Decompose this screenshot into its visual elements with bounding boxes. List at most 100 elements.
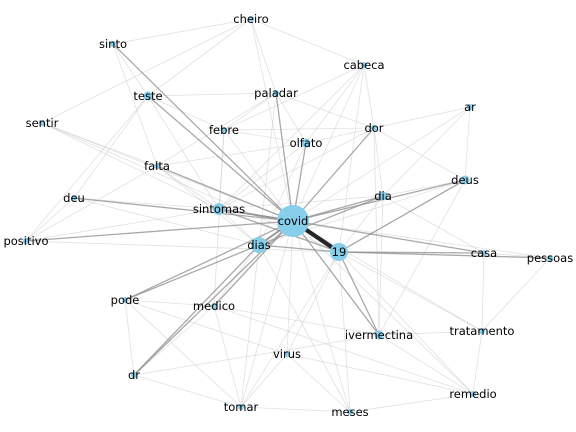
node-covid <box>277 205 309 237</box>
edge-dias-olfato <box>258 142 307 246</box>
node-deu <box>71 195 77 201</box>
edge-dor-sintomas <box>218 127 375 210</box>
edge-teste-positivo <box>25 95 149 242</box>
edge-olfato-febre <box>223 129 307 144</box>
edge-dias-meses <box>258 244 351 413</box>
edge-dias-dr <box>133 244 260 376</box>
edge-olfato-paladar <box>275 92 307 144</box>
edge-deus-dor <box>373 127 466 181</box>
edge-casa-tratamento <box>481 252 485 332</box>
edge-pode-virus <box>124 299 288 355</box>
node-paladar <box>273 90 279 96</box>
edge-ar-dor <box>373 106 471 129</box>
edge-covid-ivermectina <box>292 220 380 336</box>
edge-dias-sintomas <box>218 208 260 246</box>
edge-covid-tomar <box>240 220 294 408</box>
edge-19-virus <box>286 251 340 355</box>
node-label-falta: falta <box>144 159 170 173</box>
node-remedio <box>470 391 476 397</box>
node-label-dor: dor <box>364 121 383 135</box>
edge-dias-deu <box>73 197 260 246</box>
edge-dias-dia <box>258 195 384 246</box>
edge-dias-paladar <box>258 92 277 246</box>
node-label-remedio: remedio <box>449 387 496 401</box>
edge-covid-teste <box>147 95 294 222</box>
node-label-cheiro: cheiro <box>233 12 268 26</box>
edge-medico-remedio <box>213 305 474 395</box>
edge-teste-sinto <box>112 43 149 97</box>
edge-pode-tomar <box>124 299 242 408</box>
edge-19-remedio <box>338 251 474 395</box>
edge-ivermectina-medico <box>213 305 380 336</box>
node-label-tomar: tomar <box>224 400 259 414</box>
edge-19-tratamento <box>338 251 483 332</box>
node-tomar <box>238 404 244 410</box>
node-label-cabeca: cabeca <box>343 58 384 72</box>
node-label-covid: covid <box>278 214 309 228</box>
edge-covid-remedio <box>292 220 474 395</box>
edge-covid-positivo <box>25 220 294 242</box>
edge-covid-meses <box>292 220 351 413</box>
node-cheiro <box>248 16 254 22</box>
edge-virus-meses <box>286 353 351 413</box>
node-label-sintomas: sintomas <box>193 202 245 216</box>
edge-19-tomar <box>240 251 340 408</box>
edge-dia-ivermectina <box>378 195 384 336</box>
edge-covid-deus <box>292 179 466 222</box>
edge-ar-dia <box>382 106 471 197</box>
edge-meses-tomar <box>240 406 351 413</box>
node-label-tratamento: tratamento <box>450 324 515 338</box>
node-label-dia: dia <box>374 189 392 203</box>
node-teste <box>143 91 153 101</box>
edge-covid-virus <box>286 220 294 355</box>
node-dor <box>371 125 377 131</box>
node-sintomas <box>213 203 225 215</box>
edge-dia-dor <box>373 127 384 197</box>
node-label-dias: dias <box>247 238 271 252</box>
node-ar <box>467 104 473 110</box>
edge-covid-medico <box>213 220 294 307</box>
edge-19-ivermectina <box>338 251 380 336</box>
edge-19-deus <box>338 179 466 253</box>
node-casa <box>481 250 487 256</box>
edge-teste-cheiro <box>147 18 252 97</box>
edge-sentir-cheiro <box>41 18 252 124</box>
node-ivermectina <box>374 330 384 340</box>
edge-sintomas-teste <box>147 95 220 210</box>
edge-19-positivo <box>25 240 340 253</box>
node-label-pode: pode <box>111 293 140 307</box>
edge-pode-dr <box>124 299 135 376</box>
edge-teste-febre <box>147 95 225 131</box>
edge-covid-paladar <box>275 92 294 222</box>
edge-ivermectina-remedio <box>378 334 474 395</box>
edge-paladar-febre <box>223 92 277 131</box>
edge-medico-dr <box>133 305 215 376</box>
node-deus <box>460 175 470 185</box>
edge-covid-falta <box>156 165 294 222</box>
edge-covid-tratamento <box>292 220 483 332</box>
node-medico <box>211 303 217 309</box>
edge-covid-sinto <box>112 43 294 222</box>
node-label-casa: casa <box>471 246 497 260</box>
node-label-deu: deu <box>63 191 85 205</box>
edge-sintomas-positivo <box>25 208 220 242</box>
node-dr <box>131 372 137 378</box>
node-label-pessoas: pessoas <box>527 251 573 265</box>
node-positivo <box>23 238 29 244</box>
edge-sintomas-sentir <box>41 122 220 210</box>
edge-dor-cabeca <box>363 64 375 129</box>
edge-covid-dor <box>292 127 375 222</box>
label-layer: covid 19 dias sintomas dia deus olfato ivermect… <box>3 12 573 419</box>
node-label-positivo: positivo <box>3 234 48 248</box>
node-19 <box>330 243 348 261</box>
node-label-ivermectina: ivermectina <box>345 328 413 342</box>
node-label-olfato: olfato <box>290 136 323 150</box>
node-virus <box>284 351 290 357</box>
edge-virus-remedio <box>286 353 474 395</box>
edge-positivo-falta <box>25 165 158 242</box>
edge-cabeca-olfato <box>305 64 365 144</box>
edge-paladar-falta <box>156 92 277 167</box>
edge-tratamento-pessoas <box>481 257 551 332</box>
edge-dia-casa <box>382 195 485 254</box>
